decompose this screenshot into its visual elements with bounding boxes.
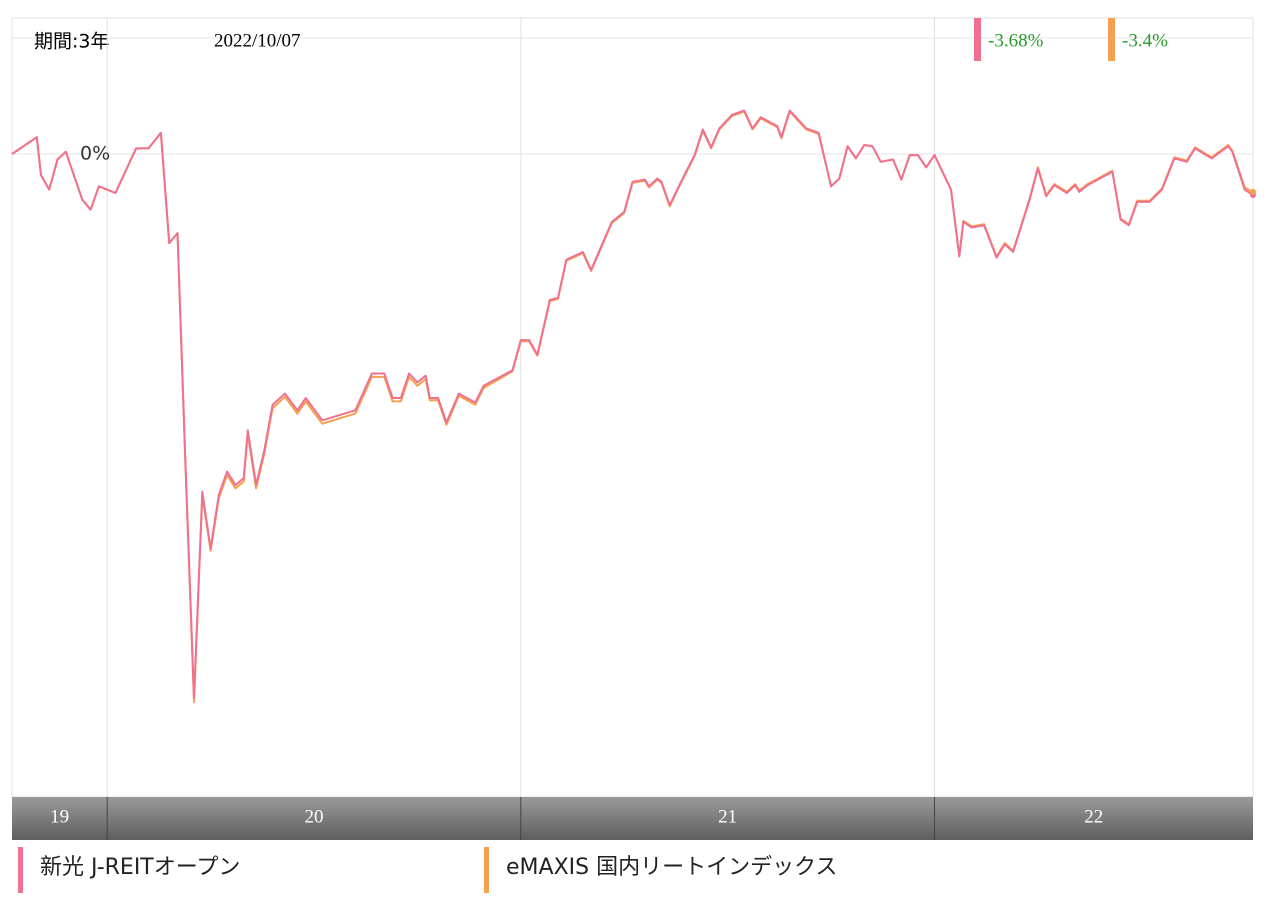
series-line — [11, 109, 1254, 699]
year-label: 19 — [50, 806, 69, 827]
legend-label: eMAXIS 国内リートインデックス — [506, 855, 837, 880]
plot-area — [11, 17, 1254, 798]
year-label: 21 — [718, 806, 737, 827]
year-band — [12, 797, 1253, 840]
value-label: -3.4% — [1122, 30, 1168, 51]
legend-swatch — [18, 847, 23, 893]
year-label: 20 — [304, 806, 323, 827]
value-label: -3.68% — [988, 30, 1044, 51]
legend-swatch — [484, 847, 489, 893]
y-tick-label: 0% — [80, 142, 110, 164]
label-swatch — [974, 18, 981, 61]
end-point — [1250, 188, 1256, 195]
legend-label: 新光 J-REITオープン — [40, 855, 240, 880]
period-label: 期間:3年 — [34, 31, 110, 53]
label-swatch — [1108, 18, 1115, 61]
year-label: 22 — [1084, 806, 1103, 827]
date-label: 2022/10/07 — [214, 30, 301, 51]
